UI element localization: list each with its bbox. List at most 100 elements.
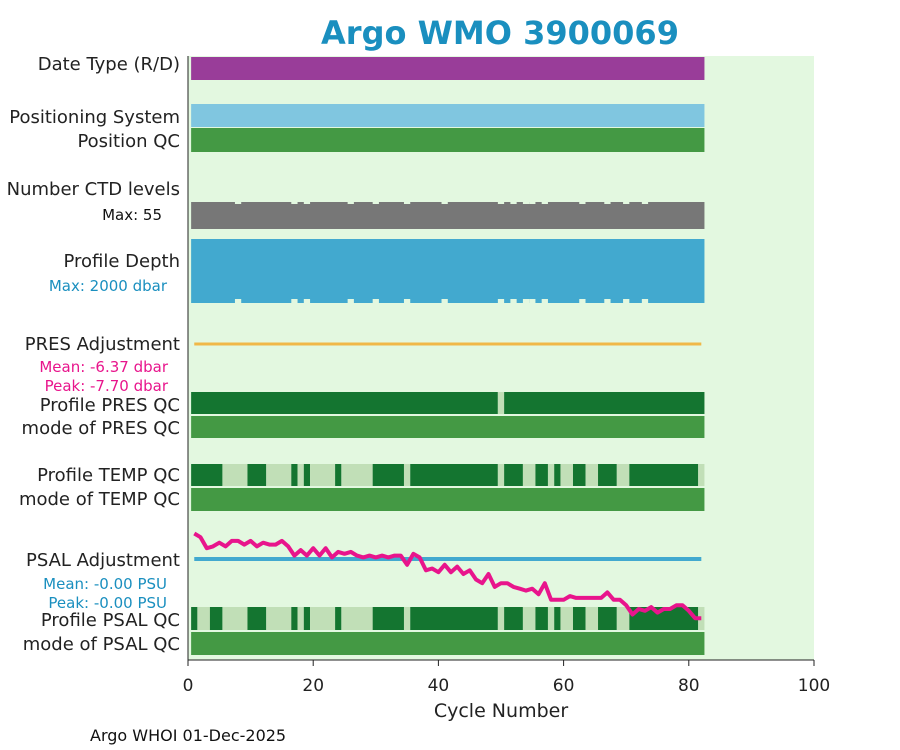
row-label-profile-pres-qc: Profile PRES QC (40, 395, 180, 416)
profile-temp-qc-bar-segment (310, 464, 336, 486)
x-tick-label: 0 (183, 676, 194, 696)
ctd-levels-gap (522, 200, 530, 204)
profile-psal-qc-bar-segment (197, 607, 210, 630)
x-axis-label: Cycle Number (434, 700, 568, 722)
profile-depth-gap (529, 299, 536, 304)
ctd-levels-gap (234, 200, 242, 204)
profile-psal-qc-bar-segment (341, 607, 373, 630)
row-label-profile-depth: Profile Depth (63, 251, 180, 272)
profile-temp-qc-bar-segment (297, 464, 304, 486)
ctd-levels-gap (497, 200, 505, 204)
profile-temp-qc-bar-segment (698, 464, 705, 486)
ctd-levels-gap (303, 200, 311, 204)
row-label-position-qc: Position QC (77, 131, 180, 152)
row-label-profile-psal-qc: Profile PSAL QC (41, 610, 180, 631)
row-label-date-type: Date Type (R/D) (38, 54, 180, 75)
ctd-levels-gap (510, 200, 517, 204)
profile-psal-qc-bar-segment (372, 607, 404, 630)
profile-temp-qc-bar-segment (522, 464, 536, 486)
profile-psal-qc-bar-segment (572, 607, 586, 630)
profile-temp-qc-bar-segment (291, 464, 298, 486)
profile-temp-qc-bar-segment (191, 464, 223, 486)
x-tick-label: 100 (798, 676, 830, 696)
profile-temp-qc-bar-segment (497, 464, 505, 486)
profile-psal-qc-bar-segment (209, 607, 223, 630)
x-tick-label: 80 (678, 676, 700, 696)
profile-temp-qc-bar-segment (403, 464, 411, 486)
profile-depth-gap (291, 299, 298, 304)
ctd-levels-gap (623, 200, 630, 204)
profile-depth-gap (403, 299, 411, 304)
profile-depth-max: Max: 2000 dbar (49, 277, 168, 295)
profile-psal-qc-bar-segment (598, 607, 617, 630)
profile-psal-qc-bar-segment (585, 607, 599, 630)
profile-depth-gap (372, 299, 379, 304)
pres-adjustment-peak: Peak: -7.70 dbar (45, 377, 169, 395)
x-tick-label: 20 (302, 676, 324, 696)
ctd-levels-gap (403, 200, 411, 204)
profile-psal-qc-bar-segment (222, 607, 248, 630)
row-label-mode-pres-qc: mode of PRES QC (22, 418, 180, 439)
profile-depth-gap (347, 299, 354, 304)
profile-psal-qc-bar-segment (403, 607, 411, 630)
profile-temp-qc-bar-segment (535, 464, 548, 486)
profile-pres-qc-bar-segment (497, 392, 505, 414)
profile-psal-qc-bar-segment (247, 607, 267, 630)
profile-depth-gap (522, 299, 530, 304)
profile-psal-qc-bar-segment (698, 607, 705, 630)
profile-temp-qc-bar-segment (303, 464, 311, 486)
profile-depth-gap (234, 299, 242, 304)
profile-temp-qc-bar-segment (335, 464, 342, 486)
row-label-psal-adjustment: PSAL Adjustment (26, 550, 180, 571)
profile-depth-bar (191, 239, 705, 303)
profile-pres-qc-bar-segment (504, 392, 705, 414)
psal-adjustment-mean: Mean: -0.00 PSU (43, 575, 167, 593)
row-label-pres-adjustment: PRES Adjustment (25, 334, 180, 355)
profile-depth-gap (623, 299, 630, 304)
x-tick-label: 60 (553, 676, 575, 696)
profile-temp-qc-bar-segment (547, 464, 555, 486)
profile-depth-gap (497, 299, 505, 304)
ctd-levels-gap (529, 200, 536, 204)
profile-temp-qc-bar-segment (341, 464, 373, 486)
profile-temp-qc-bar-segment (247, 464, 267, 486)
profile-psal-qc-bar-segment (410, 607, 498, 630)
mode-temp-qc-bar (191, 488, 705, 511)
profile-temp-qc-bar-segment (629, 464, 699, 486)
ctd-levels-max: Max: 55 (102, 206, 162, 224)
chart-title: Argo WMO 3900069 (321, 14, 679, 52)
mode-psal-qc-bar (191, 632, 705, 655)
profile-depth-gap (641, 299, 649, 304)
profile-temp-qc-bar-segment (410, 464, 498, 486)
profile-temp-qc-bar-segment (572, 464, 586, 486)
profile-depth-gap (303, 299, 311, 304)
profile-psal-qc-bar-segment (291, 607, 298, 630)
x-tick-label: 40 (428, 676, 450, 696)
trend-overlay (193, 531, 702, 621)
pres-adjustment-mean: Mean: -6.37 dbar (39, 358, 169, 376)
profile-psal-qc-bar-segment (560, 607, 573, 630)
row-label-positioning-system: Positioning System (9, 107, 180, 128)
ctd-levels-gap (541, 200, 548, 204)
position-qc-bar (191, 128, 705, 152)
profile-psal-qc-bar-segment (522, 607, 536, 630)
profile-psal-qc-bar-segment (547, 607, 555, 630)
profile-psal-qc-bar-segment (335, 607, 342, 630)
profile-psal-qc-bar-segment (191, 607, 198, 630)
ctd-levels-gap (372, 200, 379, 204)
profile-depth-gap (579, 299, 586, 304)
row-label-mode-psal-qc: mode of PSAL QC (23, 634, 180, 655)
profile-psal-qc-bar-segment (297, 607, 304, 630)
profile-psal-qc-bar-segment (266, 607, 292, 630)
profile-temp-qc-bar-segment (554, 464, 561, 486)
profile-pres-qc-bar-segment (191, 392, 498, 414)
profile-temp-qc-bar-segment (372, 464, 404, 486)
ctd-levels-gap (441, 200, 448, 204)
row-label-ctd-levels: Number CTD levels (7, 179, 180, 200)
profile-temp-qc-bar-segment (616, 464, 630, 486)
psal-adjustment-peak: Peak: -0.00 PSU (48, 594, 167, 612)
profile-psal-qc-bar-segment (629, 607, 699, 630)
profile-depth-gap (541, 299, 548, 304)
profile-temp-qc-bar-segment (585, 464, 599, 486)
